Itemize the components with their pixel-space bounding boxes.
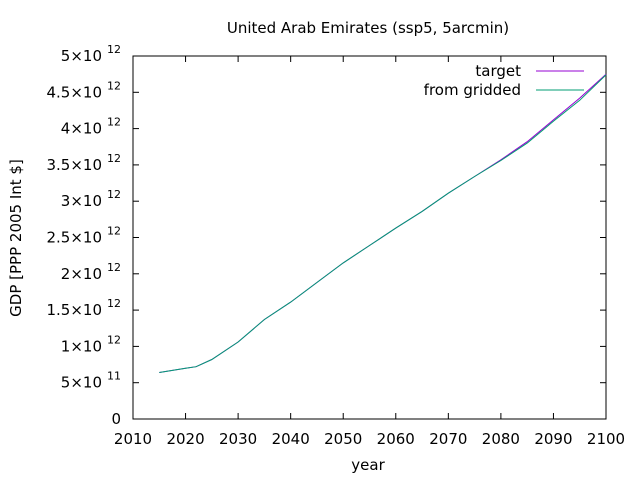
y-tick-mantissa: 4×10 (61, 120, 102, 138)
x-tick-label: 2050 (324, 430, 362, 448)
y-tick-exponent: 12 (107, 225, 121, 238)
x-tick-label: 2080 (482, 430, 520, 448)
y-tick-mantissa: 5×10 (61, 47, 102, 65)
x-tick-label: 2090 (534, 430, 572, 448)
y-tick-mantissa: 3×10 (61, 192, 102, 210)
legend-label: target (475, 62, 521, 80)
series-lines (159, 73, 607, 373)
y-tick-mantissa: 1×10 (61, 337, 102, 355)
y-tick-mantissa: 0 (111, 410, 121, 428)
y-tick-exponent: 12 (107, 261, 121, 274)
y-tick-label: 2×10 12 (61, 261, 121, 283)
x-tick-label: 2040 (272, 430, 310, 448)
y-tick-label: 5×10 11 (61, 370, 121, 392)
y-tick-exponent: 12 (107, 43, 121, 56)
plot-frame (132, 55, 607, 420)
y-tick-mantissa: 2.5×10 (46, 229, 102, 247)
y-tick-exponent: 12 (107, 79, 121, 92)
y-axis-label: GDP [PPP 2005 Int $] (7, 159, 25, 317)
y-tick-exponent: 12 (107, 152, 121, 165)
y-tick-mantissa: 4.5×10 (46, 83, 102, 101)
x-axis-label: year (351, 456, 385, 474)
x-tick-label: 2070 (429, 430, 467, 448)
y-tick-exponent: 12 (107, 297, 121, 310)
y-tick-mantissa: 2×10 (61, 265, 102, 283)
y-axis: 0 5×10 11 1×10 12 1.5×10 12 2×10 12 2.5×10 12 3×10 1… (46, 43, 606, 428)
y-tick-exponent: 11 (107, 370, 121, 383)
x-axis: 2010 2020 2030 2040 2050 2060 2070 2080 2090 2100 (114, 56, 625, 448)
series-line-0 (159, 73, 607, 373)
y-tick-label: 1×10 12 (61, 333, 121, 355)
y-tick-exponent: 12 (107, 188, 121, 201)
y-tick-label: 4.5×10 12 (46, 79, 121, 101)
y-tick-label: 5×10 12 (61, 43, 121, 65)
x-tick-label: 2010 (114, 430, 152, 448)
x-tick-label: 2030 (219, 430, 257, 448)
y-tick-label: 0 (111, 410, 121, 428)
x-tick-label: 2100 (587, 430, 625, 448)
y-tick-mantissa: 1.5×10 (46, 301, 102, 319)
y-tick-label: 3×10 12 (61, 188, 121, 210)
x-tick-label: 2060 (377, 430, 415, 448)
chart-title: United Arab Emirates (ssp5, 5arcmin) (227, 19, 509, 37)
y-tick-label: 3.5×10 12 (46, 152, 121, 174)
legend-label: from gridded (424, 81, 521, 99)
y-tick-exponent: 12 (107, 116, 121, 129)
series-line-1 (159, 74, 607, 373)
y-tick-label: 2.5×10 12 (46, 225, 121, 247)
y-tick-exponent: 12 (107, 333, 121, 346)
y-tick-mantissa: 5×10 (61, 374, 102, 392)
y-tick-label: 1.5×10 12 (46, 297, 121, 319)
x-tick-label: 2020 (166, 430, 204, 448)
y-tick-label: 4×10 12 (61, 116, 121, 138)
y-tick-mantissa: 3.5×10 (46, 156, 102, 174)
